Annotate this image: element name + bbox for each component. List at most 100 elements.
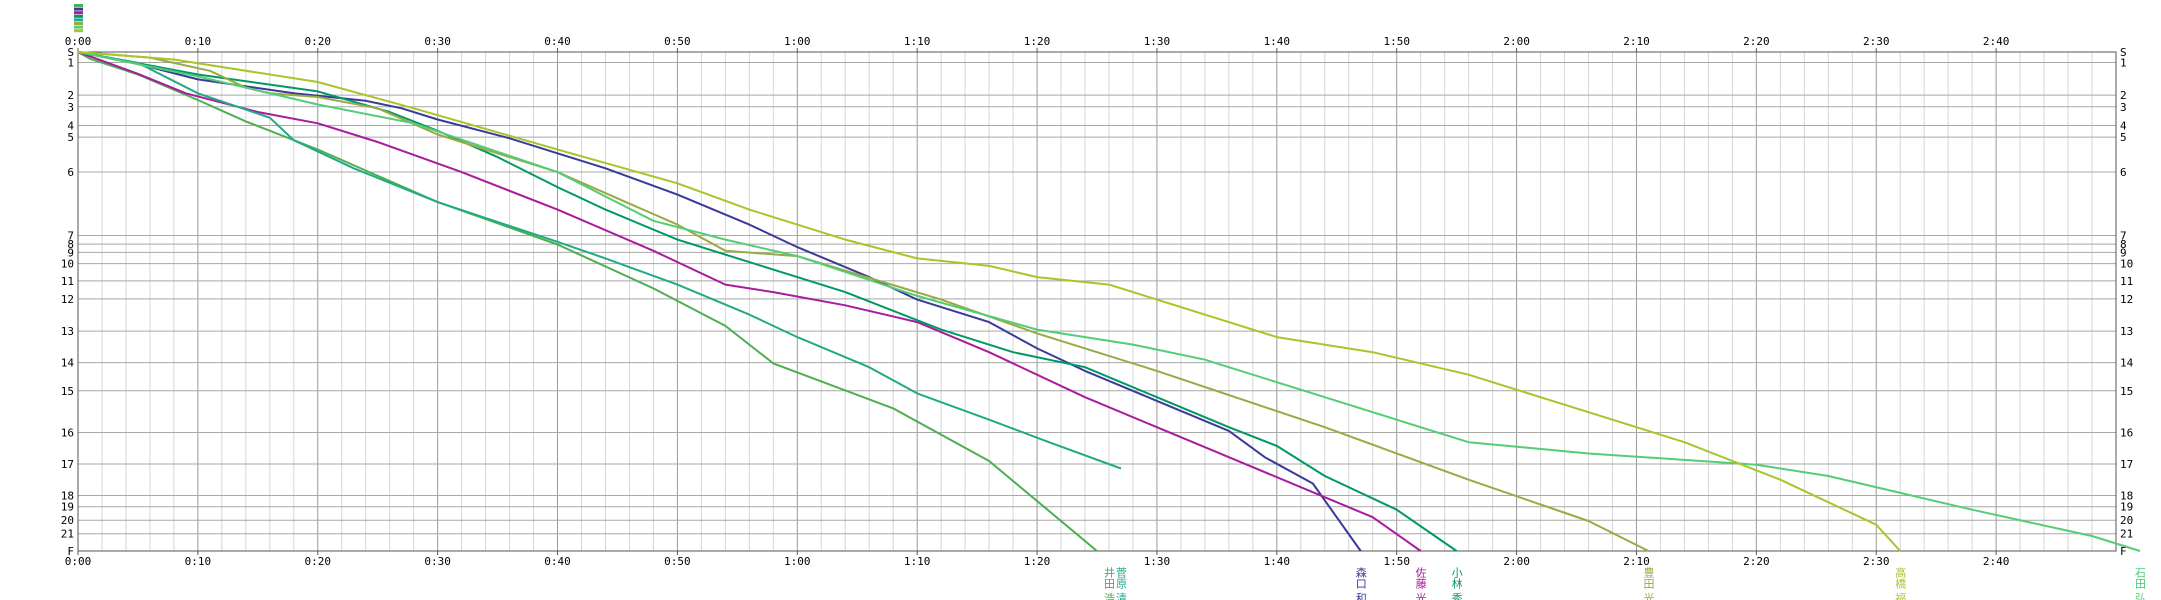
- x-tick-label: 0:50: [664, 35, 691, 48]
- checkpoint-label: 12: [61, 293, 74, 306]
- series-line: [77, 51, 1122, 470]
- checkpoint-label: F: [67, 545, 74, 558]
- checkpoint-label: 5: [67, 131, 74, 144]
- runner-name-label: 井田 浩: [1102, 566, 1115, 600]
- x-tick-label: 2:30: [1863, 35, 1890, 48]
- x-tick-label: 0:00: [65, 35, 92, 48]
- x-tick-label: 2:40: [1983, 35, 2010, 48]
- x-tick-label: 0:00: [65, 555, 92, 568]
- checkpoint-label: 2: [67, 89, 74, 102]
- x-tick-label: 1:40: [1264, 555, 1291, 568]
- x-tick-label: 0:50: [664, 555, 691, 568]
- x-tick-label: 1:10: [904, 555, 931, 568]
- x-tick-label: 1:00: [784, 35, 811, 48]
- checkpoint-label: 19: [61, 501, 74, 514]
- start-marker-stack: [74, 4, 83, 33]
- x-tick-label: 2:20: [1743, 35, 1770, 48]
- checkpoint-label: 4: [67, 120, 74, 133]
- runner-name-label: 佐藤 光彦: [1414, 566, 1427, 600]
- checkpoint-label: 20: [2120, 514, 2133, 527]
- x-tick-label: 0:40: [544, 555, 571, 568]
- series-line: [77, 51, 1649, 552]
- minor-gridlines: [101, 52, 2093, 551]
- checkpoint-label: 19: [2120, 501, 2133, 514]
- checkpoint-label: 1: [67, 57, 74, 70]
- checkpoint-label: S: [67, 46, 74, 59]
- x-tick-label: 2:10: [1623, 35, 1650, 48]
- start-marker: [74, 18, 83, 22]
- checkpoint-label: 15: [2120, 385, 2133, 398]
- runner-name-label: 高橋 福: [1894, 566, 1907, 600]
- x-tick-label: 0:40: [544, 35, 571, 48]
- series-line: [77, 51, 1458, 552]
- checkpoint-label: 17: [2120, 458, 2133, 471]
- checkpoint-label: 2: [2120, 89, 2127, 102]
- start-marker: [74, 25, 83, 29]
- checkpoint-label: 21: [61, 528, 74, 541]
- checkpoint-label: 8: [2120, 238, 2127, 251]
- checkpoint-label: 15: [61, 385, 74, 398]
- checkpoint-label: 13: [2120, 325, 2133, 338]
- checkpoint-label: 6: [67, 166, 74, 179]
- start-marker: [74, 11, 83, 15]
- x-tick-label: 2:30: [1863, 555, 1890, 568]
- checkpoint-label: 10: [61, 258, 74, 271]
- checkpoint-label: 16: [61, 426, 74, 439]
- x-tick-label: 1:10: [904, 35, 931, 48]
- checkpoint-label: 3: [2120, 101, 2127, 114]
- runner-labels: 井田 浩 森口 和茂 佐藤 光彦 小林 秀悠 菅原 清二 豊田 光弘 石田 弘 高橋 福: [1102, 566, 2146, 600]
- x-tick-label: 2:10: [1623, 555, 1650, 568]
- checkpoint-label: 4: [2120, 120, 2127, 133]
- start-marker: [74, 14, 83, 18]
- x-tick-label: 0:10: [185, 35, 212, 48]
- checkpoint-label: 20: [61, 514, 74, 527]
- checkpoint-label: 13: [61, 325, 74, 338]
- checkpoint-label: 6: [2120, 166, 2127, 179]
- checkpoint-label: 18: [61, 489, 74, 502]
- series-line: [77, 51, 1422, 552]
- x-tick-label: 2:20: [1743, 555, 1770, 568]
- checkpoint-label: 10: [2120, 258, 2133, 271]
- x-tick-label: 1:50: [1383, 35, 1410, 48]
- runner-name-label: 石田 弘: [2133, 567, 2146, 600]
- x-tick-label: 0:10: [185, 555, 212, 568]
- x-tick-label: 2:00: [1503, 555, 1530, 568]
- start-marker: [74, 29, 83, 33]
- x-tick-label: 1:30: [1144, 555, 1171, 568]
- checkpoint-label: 11: [61, 275, 74, 288]
- x-tick-label: 1:40: [1264, 35, 1291, 48]
- start-marker: [74, 22, 83, 25]
- checkpoint-label: S: [2120, 46, 2127, 59]
- x-tick-label: 0:20: [305, 555, 332, 568]
- series-lines: [77, 51, 2141, 552]
- runner-name-label: 豊田 光弘: [1642, 567, 1655, 600]
- checkpoint-label: 1: [2120, 57, 2127, 70]
- x-tick-label: 1:20: [1024, 555, 1051, 568]
- checkpoint-label: 9: [67, 246, 74, 259]
- checkpoint-label: 21: [2120, 528, 2133, 541]
- start-marker: [74, 4, 83, 7]
- checkpoint-label: 14: [61, 357, 75, 370]
- x-tick-label: 0:30: [424, 555, 451, 568]
- series-line: [77, 51, 1901, 552]
- runner-name-label: 森口 和茂: [1354, 566, 1367, 600]
- x-tick-label: 1:00: [784, 555, 811, 568]
- plot-frame: [77, 51, 2117, 552]
- checkpoint-label: 3: [67, 101, 74, 114]
- x-tick-label: 1:50: [1383, 555, 1410, 568]
- checkpoint-label: F: [2120, 545, 2127, 558]
- series-line: [77, 51, 2141, 552]
- x-axis-bottom: 0:00 0:10 0:20 0:30 0:40 0:50 1:00 1:10 1:20 1:30…: [65, 551, 2010, 568]
- plot-border: [77, 51, 2117, 552]
- checkpoint-label: 14: [2120, 357, 2134, 370]
- checkpoint-label: 17: [61, 458, 74, 471]
- checkpoint-label: 12: [2120, 293, 2133, 306]
- x-axis-top: 0:00 0:10 0:20 0:30 0:40 0:50 1:00 1:10 1:20 1:30…: [65, 35, 2010, 52]
- x-tick-label: 2:40: [1983, 555, 2010, 568]
- checkpoint-label: 8: [67, 238, 74, 251]
- x-tick-label: 1:30: [1144, 35, 1171, 48]
- checkpoint-label: 9: [2120, 246, 2127, 259]
- x-tick-label: 1:20: [1024, 35, 1051, 48]
